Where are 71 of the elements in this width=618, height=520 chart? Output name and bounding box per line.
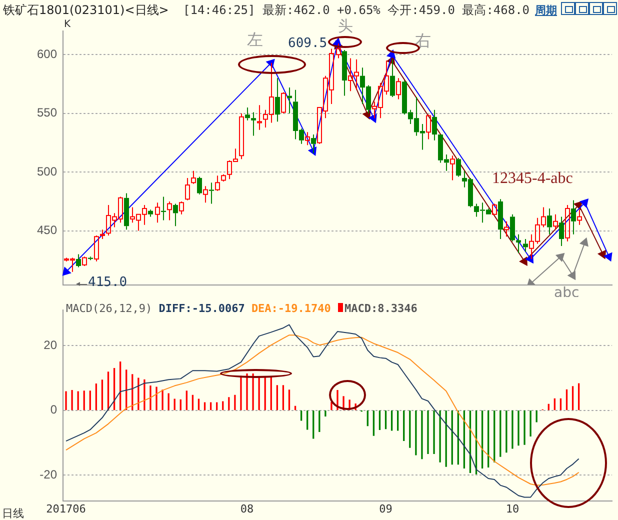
point	[520, 256, 528, 266]
legend-title: MACD(26,12,9)	[66, 302, 152, 315]
candlestick	[100, 229, 105, 240]
y-tick-label: 0	[50, 402, 58, 417]
annotation: 右	[415, 31, 431, 52]
annotation: 头	[338, 17, 353, 36]
y-tick-label: 600	[36, 46, 58, 61]
annotation: 415.0	[88, 275, 128, 290]
candlestick	[498, 198, 503, 240]
candlestick	[257, 104, 262, 130]
candlestick	[311, 134, 316, 154]
candlestick	[173, 203, 178, 227]
candlestick	[148, 209, 153, 218]
x-tick-label: 201706	[46, 502, 86, 516]
text: K	[64, 19, 71, 30]
point	[568, 270, 576, 280]
candlestick	[516, 234, 521, 254]
candlestick	[450, 155, 455, 181]
x-tick-label: 08	[240, 502, 254, 516]
candlestick	[553, 214, 558, 230]
text: DEA:-19.1740	[251, 302, 331, 315]
candlestick	[305, 132, 310, 146]
chart-title: 铁矿石1801(023101)<日线>	[3, 2, 169, 19]
y-tick-label: 20	[44, 338, 58, 352]
candlestick	[504, 220, 509, 238]
point	[368, 114, 377, 123]
y-tick-label: -20	[40, 467, 58, 482]
chart-subtitle: [14:46:25] 最新:462.0 +0.65% 今开:459.0 最高:468.0	[183, 2, 530, 18]
candlestick	[456, 158, 461, 178]
text: DIFF:-15.0067	[158, 302, 245, 315]
candlestick	[76, 254, 81, 268]
annotation: 左	[247, 30, 263, 51]
point	[556, 253, 564, 262]
candlestick	[251, 112, 256, 136]
candlestick	[547, 208, 552, 235]
candlestick	[523, 238, 528, 252]
point	[62, 267, 71, 276]
candlestick	[124, 192, 129, 230]
candlestick	[559, 216, 564, 247]
candlestick	[209, 182, 214, 204]
candlestick	[197, 176, 202, 195]
candlestick	[510, 214, 515, 242]
candlestick	[155, 202, 160, 224]
annotation: 609.5	[288, 36, 328, 51]
legend-label: MACD:8.3346	[344, 302, 418, 315]
candlestick	[432, 109, 437, 141]
point	[604, 252, 612, 262]
candlestick	[396, 78, 401, 100]
y-tick-label: 450	[36, 223, 58, 238]
text: 周期	[535, 3, 557, 18]
point	[580, 238, 588, 246]
annotation: 12345-4-abc	[492, 170, 573, 188]
x-tick-label: 10	[506, 502, 520, 516]
point	[580, 198, 588, 208]
candlestick	[185, 177, 190, 201]
x-tick-label: 09	[379, 502, 392, 516]
y-tick-label: 500	[36, 164, 58, 178]
candlestick	[245, 107, 250, 121]
candlestick	[390, 58, 395, 98]
candlestick	[342, 49, 347, 96]
text: 日线	[2, 506, 24, 520]
y-tick-label: 550	[36, 106, 58, 120]
annotation: abc	[554, 285, 580, 301]
candlestick	[203, 186, 208, 204]
candlestick	[571, 200, 576, 235]
candlestick	[577, 209, 582, 226]
candlestick	[215, 175, 220, 192]
candlestick	[167, 200, 172, 221]
point	[598, 250, 606, 259]
candlestick	[275, 78, 280, 122]
candlestick	[191, 170, 196, 184]
